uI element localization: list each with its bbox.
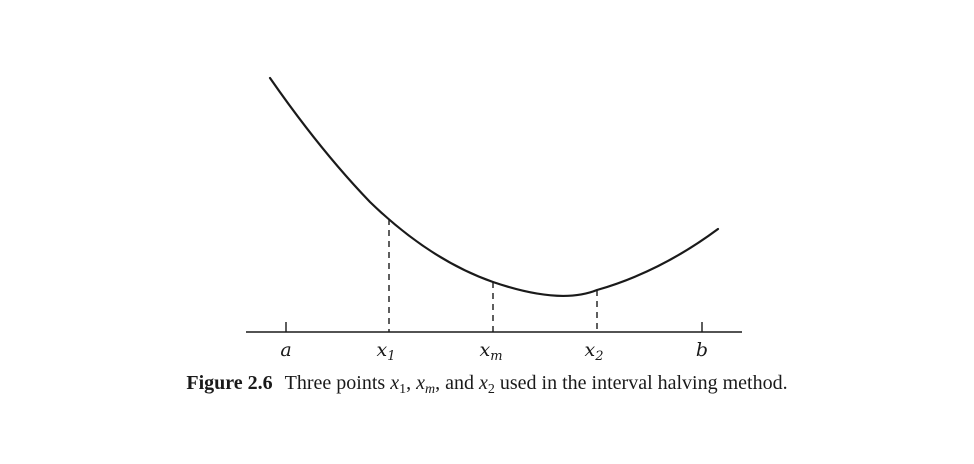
label-xm-base: x	[479, 339, 490, 361]
label-x1-sub: 1	[387, 349, 395, 364]
caption-x2: x2	[479, 372, 495, 397]
figure-caption: Figure 2.6 Three points x1, xm, and x2 us…	[0, 372, 974, 397]
label-x2-sub: 2	[594, 349, 603, 364]
label-x2: x2	[585, 339, 604, 364]
caption-xm: xm	[416, 372, 436, 397]
function-curve	[268, 76, 720, 297]
caption-sep-2: , and	[435, 372, 479, 394]
label-xm: xm	[479, 339, 502, 364]
caption-x1: x1	[390, 372, 407, 397]
label-a: a	[280, 339, 291, 361]
label-x2-base: x	[585, 339, 596, 361]
caption-text-2: used in the interval halving method.	[494, 372, 788, 394]
label-xm-sub: m	[490, 349, 502, 364]
figure-number: Figure 2.6	[186, 372, 273, 394]
label-x1-base: x	[377, 339, 388, 361]
label-b: b	[696, 339, 708, 361]
caption-sep-1: ,	[406, 372, 417, 394]
label-x1: x1	[377, 339, 396, 364]
caption-text-1: Three points	[284, 372, 391, 394]
